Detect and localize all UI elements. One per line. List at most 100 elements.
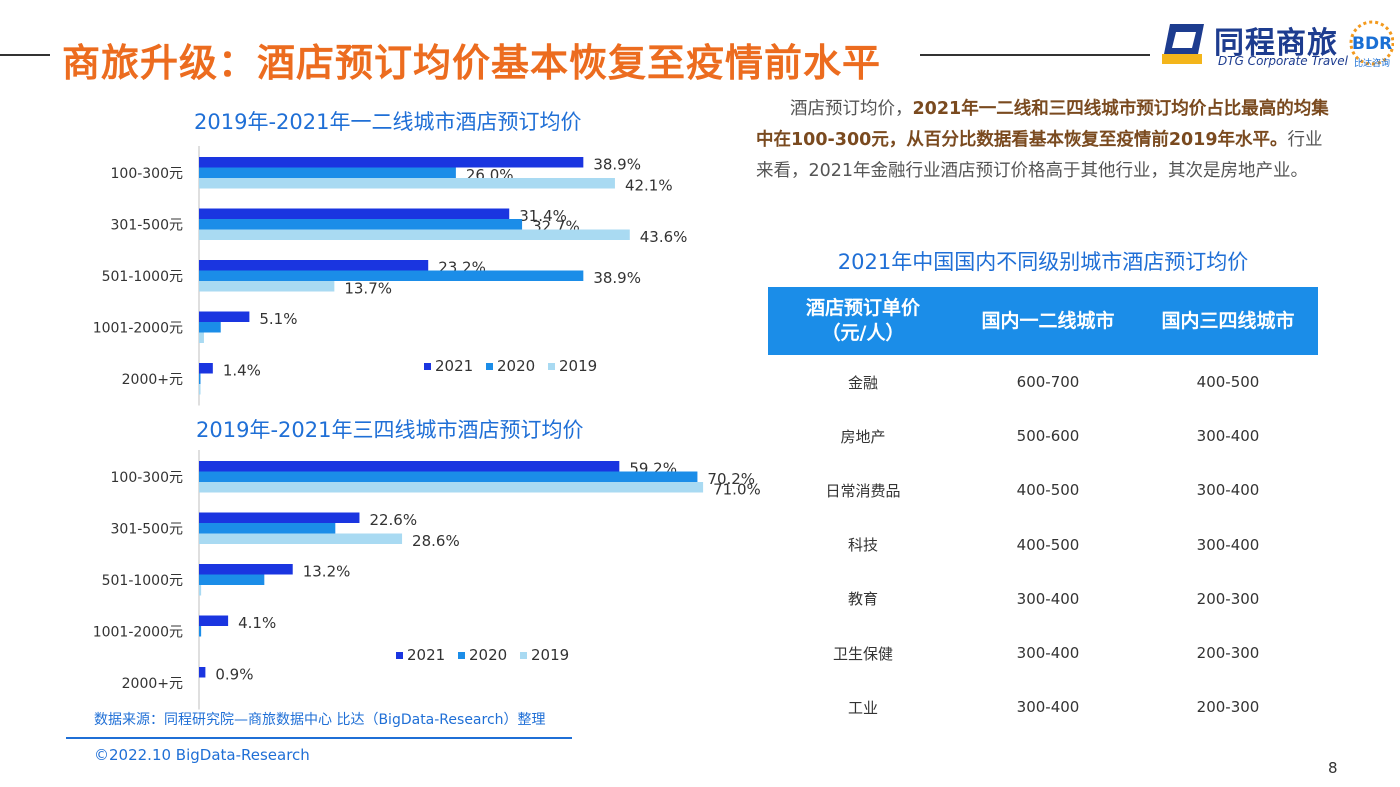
legend-label-2021: 2021: [435, 357, 473, 375]
tier34-cell: 400-500: [1196, 373, 1260, 392]
data-label: 0.9%: [215, 666, 253, 684]
industry-cell: 卫生保健: [832, 644, 893, 663]
bar-2020: [199, 219, 523, 230]
tongcheng-logo-icon: [1162, 24, 1204, 64]
chart2-tier34-hotel-price: 100-300元59.2%70.2%71.0%301-500元22.6%28.6…: [93, 450, 761, 710]
bar-2021: [199, 667, 206, 678]
tier34-cell: 200-300: [1196, 644, 1260, 663]
bar-2021: [199, 311, 250, 322]
chart1-title: 2019年-2021年一二线城市酒店预订均价: [194, 110, 582, 134]
category-label: 1001-2000元: [93, 320, 183, 336]
data-label: 43.6%: [640, 228, 688, 246]
bar-2019: [199, 281, 335, 292]
industry-cell: 日常消费品: [825, 481, 901, 500]
title-rule-left: [0, 54, 50, 56]
data-source: 数据来源：同程研究院—商旅数据中心 比达（BigData-Research）整理: [94, 712, 546, 728]
category-label: 301-500元: [111, 521, 184, 537]
category-label: 100-300元: [111, 166, 184, 182]
data-label: 4.1%: [238, 614, 276, 632]
category-label: 1001-2000元: [93, 624, 183, 640]
summary-highlight: 2021年一二线和三四线城市预订均价占比最高的均集中在100-300元，从百分比…: [756, 99, 1329, 150]
bar-2021: [199, 260, 429, 271]
bar-2020: [199, 626, 202, 637]
category-label: 301-500元: [111, 217, 184, 233]
bar-2021: [199, 615, 229, 626]
bar-2021: [199, 208, 510, 219]
bar-2020: [199, 574, 265, 585]
bar-2019: [199, 384, 201, 395]
header-tier34: 国内三四线城市: [1138, 287, 1318, 355]
bar-2020: [199, 167, 456, 178]
legend-swatch-2019: [548, 363, 555, 370]
legend-swatch-2021: [396, 652, 403, 659]
table-row: 科技 400-500 300-400: [768, 518, 1318, 572]
data-label: 28.6%: [412, 532, 460, 550]
legend-swatch-2020: [458, 652, 465, 659]
copyright: ©2022.10 BigData-Research: [94, 746, 310, 764]
data-label: 38.9%: [593, 269, 641, 287]
page-title: 商旅升级：酒店预订均价基本恢复至疫情前水平: [62, 41, 882, 85]
tier12-cell: 300-400: [1016, 589, 1080, 608]
data-label: 13.2%: [303, 563, 351, 581]
company-logo: 同程商旅 DTG Corporate Travel BDR 比达咨询: [1160, 14, 1395, 74]
bar-2020: [199, 322, 221, 333]
table-row: 教育 300-400 200-300: [768, 572, 1318, 626]
category-label: 501-1000元: [102, 269, 183, 285]
table-row: 日常消费品 400-500 300-400: [768, 463, 1318, 517]
industry-cell: 房地产: [840, 427, 886, 446]
table-title: 2021年中国国内不同级别城市酒店预订均价: [837, 250, 1249, 274]
bar-2019: [199, 178, 615, 189]
data-label: 31.4%: [519, 207, 567, 225]
summary-paragraph: 酒店预订均价，2021年一二线和三四线城市预订均价占比最高的均集中在100-30…: [756, 94, 1336, 187]
legend-label-2020: 2020: [469, 646, 507, 664]
footer-rule: [66, 737, 572, 739]
table-header-row: 酒店预订单价 （元/人） 国内一二线城市 国内三四线城市: [768, 287, 1318, 355]
data-label: 38.9%: [593, 156, 641, 174]
chart1-tier12-hotel-price: 100-300元38.9%26.0%42.1%301-500元31.4%32.7…: [93, 146, 688, 406]
industry-cell: 科技: [847, 536, 878, 555]
bar-2021: [199, 512, 360, 523]
table-row: 工业 300-400 200-300: [768, 680, 1318, 734]
tier34-cell: 200-300: [1196, 698, 1260, 717]
industry-cell: 金融: [847, 373, 878, 392]
bdr-badge-sub: 比达咨询: [1354, 59, 1391, 69]
bar-2020: [199, 373, 201, 384]
header-price-unit: 酒店预订单价 （元/人）: [768, 287, 958, 355]
legend-label-2021: 2021: [407, 646, 445, 664]
header-tier12: 国内一二线城市: [958, 287, 1138, 355]
tier12-cell: 600-700: [1016, 373, 1080, 392]
data-label: 22.6%: [369, 511, 417, 529]
legend-label-2019: 2019: [531, 646, 569, 664]
table-row: 金融 600-700 400-500: [768, 355, 1318, 409]
tier34-cell: 200-300: [1196, 589, 1260, 608]
data-label: 42.1%: [625, 177, 673, 195]
tier34-cell: 300-400: [1196, 481, 1260, 500]
bar-2020: [199, 523, 336, 534]
data-label: 70.2%: [707, 470, 755, 488]
industry-cell: 工业: [847, 698, 878, 717]
tier12-cell: 400-500: [1016, 481, 1080, 500]
chart2-title: 2019年-2021年三四线城市酒店预订均价: [196, 418, 584, 442]
page-number: 8: [1328, 759, 1338, 777]
bar-2019: [199, 332, 204, 343]
bar-2019: [199, 585, 202, 596]
tier34-cell: 300-400: [1196, 535, 1260, 554]
table-row: 卫生保健 300-400 200-300: [768, 626, 1318, 680]
title-rule-right: [920, 54, 1150, 56]
legend-label-2020: 2020: [497, 357, 535, 375]
bar-2019: [199, 482, 704, 493]
bar-2020: [199, 471, 698, 482]
logo-name-cn: 同程商旅: [1214, 26, 1338, 61]
bar-2019: [199, 229, 630, 240]
tier12-cell: 500-600: [1016, 427, 1080, 446]
bar-2021: [199, 461, 620, 472]
data-label: 5.1%: [259, 310, 297, 328]
summary-lead: 酒店预订均价，: [790, 99, 913, 119]
legend-swatch-2019: [520, 652, 527, 659]
category-label: 2000+元: [122, 676, 183, 692]
bar-2021: [199, 363, 213, 374]
tier12-cell: 300-400: [1016, 644, 1080, 663]
tier12-cell: 400-500: [1016, 535, 1080, 554]
bar-2019: [199, 533, 403, 544]
logo-name-en: DTG Corporate Travel: [1218, 54, 1348, 68]
